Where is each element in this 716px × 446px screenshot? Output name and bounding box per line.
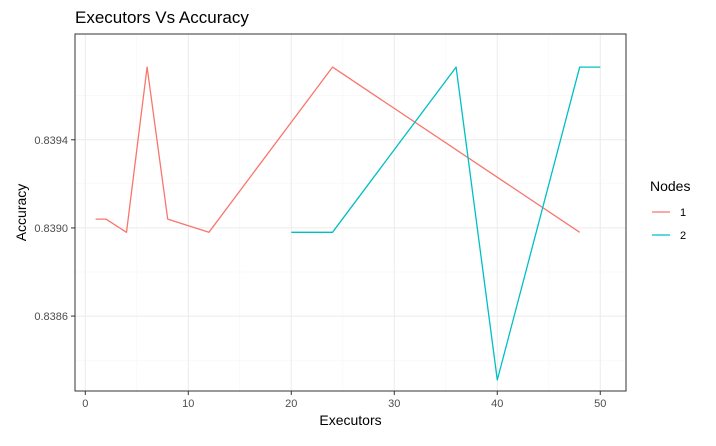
y-tick-label: 0.8394 bbox=[34, 135, 68, 147]
legend-label-1: 1 bbox=[680, 207, 686, 219]
y-tick-label: 0.8386 bbox=[34, 311, 68, 323]
panel-border bbox=[74, 33, 627, 392]
chart-title: Executors Vs Accuracy bbox=[75, 8, 249, 27]
minor-gridlines bbox=[75, 34, 626, 391]
y-axis-title: Accuracy bbox=[13, 184, 29, 242]
series-line-nodes-2 bbox=[291, 66, 601, 381]
y-axis: 0.8386 0.8390 0.8394 bbox=[34, 135, 75, 323]
major-gridlines bbox=[75, 34, 626, 391]
x-tick-label: 30 bbox=[388, 398, 400, 410]
series-line-nodes-1 bbox=[95, 66, 581, 233]
x-axis-title: Executors bbox=[319, 412, 381, 428]
y-tick-label: 0.8390 bbox=[34, 223, 68, 235]
x-tick-label: 20 bbox=[285, 398, 297, 410]
x-tick-label: 40 bbox=[491, 398, 503, 410]
series-lines bbox=[95, 66, 601, 381]
legend: Nodes 1 2 bbox=[650, 178, 690, 242]
x-axis: 0 10 20 30 40 50 bbox=[82, 391, 606, 410]
legend-label-2: 2 bbox=[680, 230, 686, 242]
x-tick-label: 0 bbox=[82, 398, 88, 410]
legend-title: Nodes bbox=[650, 178, 690, 194]
x-tick-label: 50 bbox=[594, 398, 606, 410]
x-tick-label: 10 bbox=[182, 398, 194, 410]
